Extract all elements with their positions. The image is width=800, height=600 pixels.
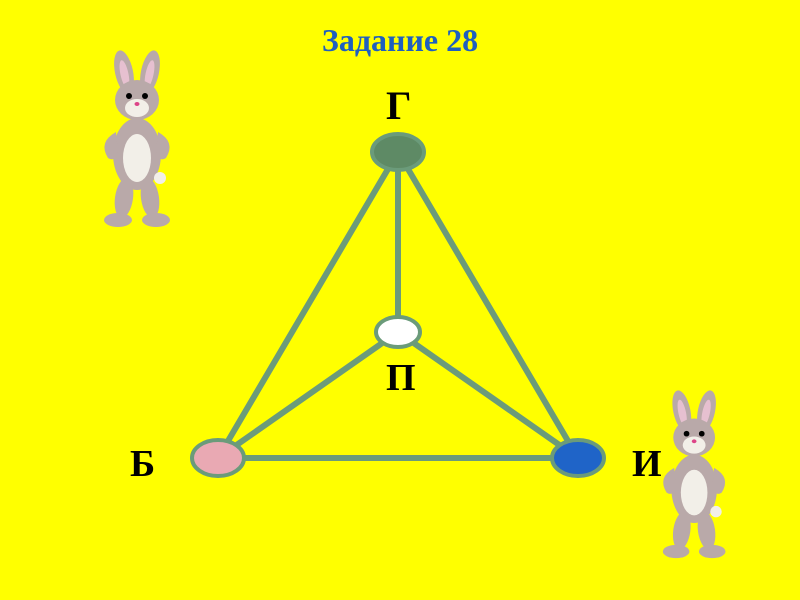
edge-P-B <box>218 332 398 458</box>
rabbit-icon <box>640 390 754 566</box>
edge-G-I <box>398 152 578 458</box>
node-label-b: Б <box>130 442 155 486</box>
node-label-p: П <box>386 356 416 400</box>
node-I <box>552 440 604 476</box>
edge-G-B <box>218 152 398 458</box>
node-P <box>376 317 420 347</box>
edge-P-I <box>398 332 578 458</box>
node-label-g: Г <box>386 82 411 129</box>
node-B <box>192 440 244 476</box>
stage: Задание 28 Г П Б И <box>0 0 800 600</box>
node-G <box>372 134 424 170</box>
rabbit-icon <box>80 50 200 235</box>
